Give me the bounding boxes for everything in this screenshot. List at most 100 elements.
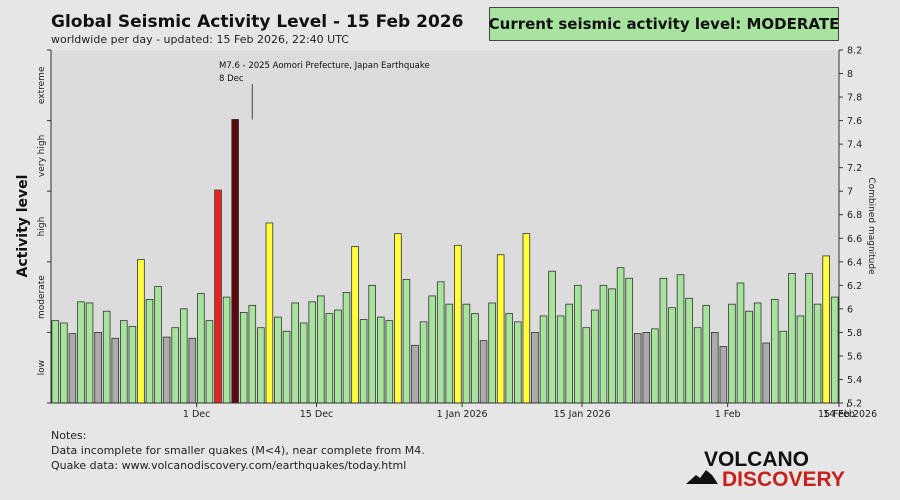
bar xyxy=(770,299,779,404)
x-tick-label: 15 Feb 2026 xyxy=(818,409,877,420)
right-tick-label: 7.8 xyxy=(847,93,862,104)
logo-word-volcano: VOLCANO xyxy=(704,448,809,471)
bar xyxy=(325,313,334,404)
bar xyxy=(231,119,239,404)
right-tick-label: 5.6 xyxy=(847,351,862,362)
bar xyxy=(633,333,642,404)
x-tick-label: 1 Dec xyxy=(183,409,210,420)
bar xyxy=(582,327,591,404)
level-label: very high xyxy=(37,135,47,177)
bar xyxy=(214,189,222,404)
bar xyxy=(197,293,205,404)
bar xyxy=(411,344,419,404)
bar xyxy=(702,304,711,404)
bar xyxy=(788,273,796,404)
bar xyxy=(454,244,462,404)
level-label: low xyxy=(37,360,47,375)
bar xyxy=(368,284,376,404)
bar xyxy=(359,319,368,404)
bar xyxy=(565,303,573,404)
bar xyxy=(779,330,788,404)
bar xyxy=(51,320,60,404)
notes-block: Notes: Data incomplete for smaller quake… xyxy=(51,428,425,473)
level-label: extreme xyxy=(37,66,47,104)
bar xyxy=(436,281,445,404)
volcano-icon xyxy=(686,470,718,484)
bar xyxy=(445,303,454,404)
volcano-discovery-logo: VOLCANO DISCOVERY xyxy=(686,448,845,490)
bar xyxy=(188,337,197,404)
bar xyxy=(77,301,85,404)
notes-heading: Notes: xyxy=(51,429,87,442)
right-tick-label: 7 xyxy=(847,187,853,198)
right-tick-label: 6 xyxy=(847,304,853,315)
right-tick-label: 8.2 xyxy=(847,46,862,57)
right-tick-label: 7.2 xyxy=(847,163,862,174)
annotation-text: M7.6 - 2025 Aomori Prefecture, Japan Ear… xyxy=(219,61,430,71)
x-tick-label: 15 Jan 2026 xyxy=(554,409,611,420)
bar xyxy=(85,302,94,404)
bar xyxy=(317,295,325,404)
bar xyxy=(711,331,719,404)
bar xyxy=(693,327,702,404)
bar xyxy=(257,327,265,404)
bar xyxy=(111,337,120,404)
bar xyxy=(599,284,608,404)
bar xyxy=(402,279,411,404)
right-tick-label: 5.8 xyxy=(847,328,862,339)
bar xyxy=(573,284,582,404)
y-axis-title: Activity level xyxy=(15,175,31,278)
x-tick-label: 1 Jan 2026 xyxy=(437,409,488,420)
bar xyxy=(762,342,770,404)
bar xyxy=(548,270,556,404)
bar xyxy=(625,277,633,404)
bar xyxy=(248,304,257,404)
bar xyxy=(162,336,171,404)
bar xyxy=(651,328,659,404)
bar xyxy=(60,322,68,404)
x-tick-label: 14 Feb xyxy=(823,409,855,420)
right-tick-label: 6.8 xyxy=(847,210,862,221)
notes-line-1: Data incomplete for smaller quakes (M<4)… xyxy=(51,444,425,457)
bar xyxy=(488,302,496,404)
bar xyxy=(222,296,231,404)
bar xyxy=(171,327,179,404)
right-tick-label: 6.6 xyxy=(847,234,862,245)
bar xyxy=(376,316,385,404)
bar xyxy=(608,288,616,404)
bar xyxy=(154,286,162,404)
bar xyxy=(642,331,651,404)
right-tick-label: 5.2 xyxy=(847,399,862,410)
bar xyxy=(179,308,188,404)
bar xyxy=(342,291,351,404)
bar xyxy=(239,311,248,404)
bar xyxy=(120,320,128,404)
bar xyxy=(137,259,145,404)
bar xyxy=(531,331,539,404)
level-label: moderate xyxy=(37,275,47,319)
right-tick-label: 8 xyxy=(847,69,853,80)
bar xyxy=(685,297,693,404)
bar xyxy=(822,255,830,404)
bar xyxy=(736,282,745,404)
bar xyxy=(659,277,668,404)
x-tick-label: 1 Feb xyxy=(715,409,741,420)
bar xyxy=(394,233,402,404)
bar xyxy=(539,315,548,404)
logo-word-discovery: DISCOVERY xyxy=(722,468,845,490)
chart-title: Global Seismic Activity Level - 15 Feb 2… xyxy=(51,12,464,32)
bar xyxy=(813,303,822,404)
bar xyxy=(522,233,531,404)
bar xyxy=(68,333,77,404)
chart-subtitle: worldwide per day - updated: 15 Feb 2026… xyxy=(51,33,349,46)
bar xyxy=(556,315,565,404)
bar xyxy=(591,309,599,404)
bar xyxy=(668,307,676,404)
bar xyxy=(505,313,514,404)
bar xyxy=(274,316,282,404)
bar xyxy=(282,330,291,404)
bar xyxy=(385,320,394,404)
bar xyxy=(128,326,137,404)
bar xyxy=(145,299,154,404)
